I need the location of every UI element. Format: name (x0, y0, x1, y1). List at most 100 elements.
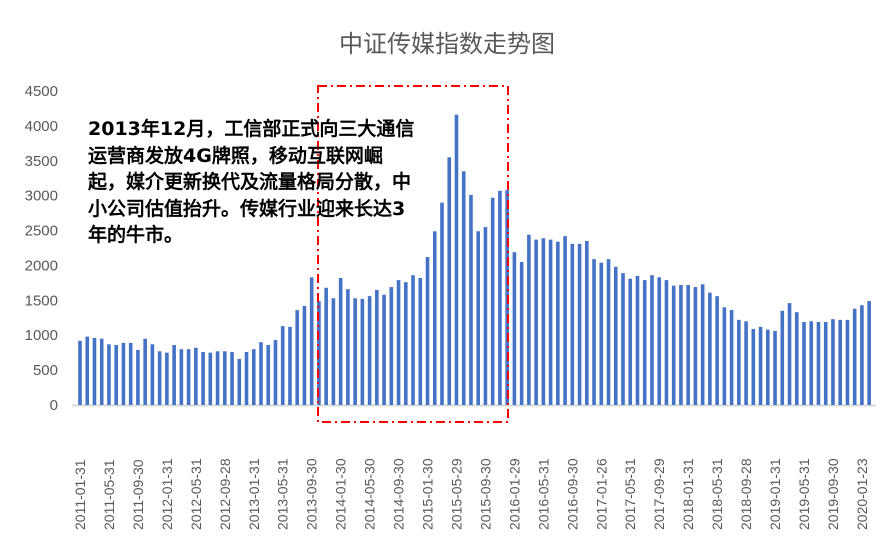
bar (700, 284, 705, 405)
bar (541, 238, 546, 405)
bar (128, 342, 133, 405)
bar (280, 326, 285, 405)
bar (85, 336, 90, 405)
bar (794, 312, 799, 405)
chart-title: 中证传媒指数走势图 (339, 30, 555, 58)
bar (650, 275, 654, 405)
x-tick-label: 2013-05-31 (275, 458, 291, 530)
bar (237, 358, 242, 405)
y-tick-label: 4000 (25, 118, 58, 135)
bar (425, 257, 430, 405)
bar (563, 236, 567, 405)
x-tick-label: 2019-05-31 (796, 458, 812, 530)
bar (411, 275, 415, 405)
y-tick-label: 3500 (25, 153, 58, 170)
bar (157, 351, 162, 405)
bar (172, 344, 176, 405)
bar (432, 231, 437, 405)
bar (642, 280, 647, 405)
bar (338, 278, 343, 405)
bar (635, 275, 640, 405)
bar (273, 340, 278, 405)
bar (693, 287, 698, 405)
bar (92, 338, 97, 405)
x-tick-label: 2016-01-29 (506, 458, 522, 530)
bar (179, 349, 184, 405)
bar (628, 278, 633, 405)
bar (613, 266, 618, 405)
bar (331, 298, 336, 405)
bar (483, 227, 488, 405)
x-tick-label: 2013-01-31 (246, 458, 262, 530)
x-tick-label: 2011-05-31 (101, 459, 117, 530)
bar (208, 352, 213, 405)
bar (715, 296, 719, 405)
bar (165, 352, 169, 405)
bar (729, 310, 734, 405)
bar (577, 243, 582, 405)
bar (519, 261, 524, 405)
x-tick-label: 2017-09-29 (651, 458, 667, 530)
bar (194, 347, 198, 405)
bar (288, 326, 292, 405)
bar (527, 234, 531, 405)
bar (766, 329, 770, 405)
bar (150, 344, 155, 405)
bar (230, 351, 234, 405)
bar (592, 259, 596, 405)
bar (671, 285, 676, 405)
bar (758, 326, 763, 405)
bar (121, 342, 126, 405)
bar (382, 294, 386, 405)
x-tick-label: 2015-05-29 (448, 458, 464, 530)
bar (852, 308, 857, 405)
bar (353, 298, 357, 405)
bar (867, 301, 871, 405)
bar (657, 277, 661, 405)
bar (686, 284, 690, 405)
bar (244, 351, 249, 405)
y-tick-label: 1500 (25, 292, 58, 309)
bar (737, 319, 741, 405)
bar (809, 321, 814, 405)
bar (744, 321, 748, 405)
bar (99, 338, 104, 405)
bar (324, 287, 328, 405)
annotation-text: 2013年12月，工信部正式向三大通信运营商发放4G牌照，移动互联网崛起，媒介更… (88, 118, 415, 246)
bar (440, 202, 444, 405)
bar (708, 292, 712, 405)
bar (461, 171, 466, 405)
x-tick-label: 2014-05-30 (362, 458, 378, 530)
bar (585, 241, 589, 405)
bar (548, 239, 553, 405)
bar (831, 319, 835, 405)
bar (838, 319, 842, 405)
x-tick-label: 2016-05-31 (535, 458, 551, 530)
bar (722, 307, 727, 405)
bar (556, 241, 560, 405)
bar (860, 305, 864, 405)
bar (679, 284, 683, 405)
bar (186, 349, 191, 405)
y-tick-label: 2500 (25, 223, 58, 240)
bar (447, 157, 452, 405)
bar (375, 289, 379, 405)
bar (751, 328, 756, 405)
x-tick-label: 2018-05-31 (709, 458, 725, 530)
x-tick-label: 2019-01-31 (767, 458, 783, 530)
bar (389, 287, 394, 405)
bar (664, 280, 669, 405)
x-tick-label: 2020-01-23 (854, 458, 870, 530)
bar (396, 280, 401, 405)
bar (259, 342, 263, 405)
bar (599, 262, 604, 405)
x-tick-label: 2019-09-30 (825, 458, 841, 530)
bar (454, 114, 459, 406)
bar (302, 305, 307, 405)
x-tick-label: 2013-09-30 (304, 458, 320, 530)
y-tick-label: 0 (50, 397, 58, 414)
bar (490, 197, 495, 405)
bar (309, 277, 314, 405)
highlight-box (317, 85, 509, 423)
